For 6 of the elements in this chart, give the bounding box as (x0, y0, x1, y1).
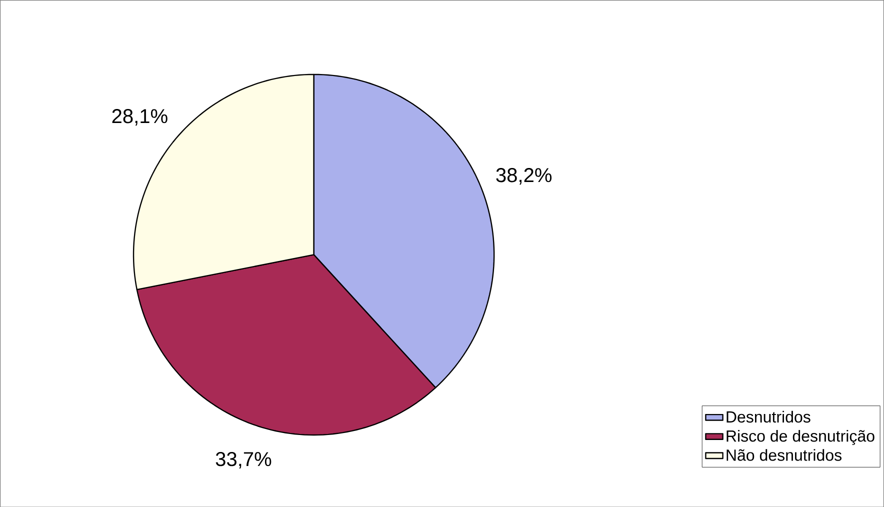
data-label: 33,7% (216, 452, 272, 468)
legend-label: Desnutridos (726, 410, 810, 422)
legend-label: Risco de desnutrição (726, 430, 874, 445)
data-label: 28,1% (112, 108, 168, 126)
data-label: 38,2% (496, 168, 552, 184)
legend-label: Não desnutridos (726, 448, 842, 461)
